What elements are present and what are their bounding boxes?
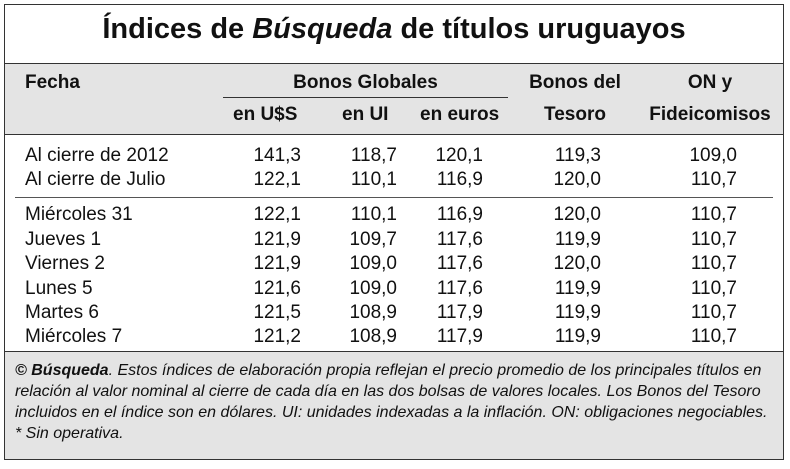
cell-value: 110,7 (690, 204, 737, 225)
row-label: Miércoles 7 (25, 326, 123, 347)
header: Fecha Bonos Globales en U$S en UI en eur… (5, 63, 783, 135)
title-brand: Búsqueda (252, 13, 393, 45)
cell-value: 116,9 (436, 169, 483, 190)
cell-value: 117,9 (436, 302, 483, 323)
row-label: Al cierre de 2012 (25, 145, 169, 166)
cell-value: 110,7 (690, 253, 737, 274)
cell-value: 108,9 (349, 326, 397, 347)
col-header: en euros (420, 104, 500, 125)
cell-value: 122,1 (253, 169, 301, 190)
col-header: Tesoro (544, 104, 606, 125)
cell-value: 110,7 (690, 229, 737, 250)
note-text: . Estos índices de elaboración propia re… (15, 362, 768, 442)
cell-value: 120,1 (435, 145, 483, 166)
col-header: en UI (342, 104, 389, 125)
table-card: Índices de Búsqueda de títulos uruguayos… (4, 4, 784, 460)
cell-value: 119,9 (554, 302, 601, 323)
col-header: en U$S (233, 104, 298, 125)
cell-value: 121,5 (253, 302, 301, 323)
cell-value: 121,6 (253, 278, 301, 299)
cell-value: 141,3 (253, 145, 301, 166)
row-label: Miércoles 31 (25, 204, 133, 225)
cell-value: 117,6 (436, 229, 483, 250)
cell-value: 110,1 (350, 169, 397, 190)
title-text: Índices de (102, 13, 253, 45)
cell-value: 109,0 (689, 145, 737, 166)
cell-value: 109,0 (349, 253, 397, 274)
cell-value: 110,1 (350, 204, 397, 225)
cell-value: 109,7 (349, 229, 397, 250)
group-separator (15, 197, 773, 198)
col-header: Fideicomisos (649, 104, 771, 125)
cell-value: 116,9 (436, 204, 483, 225)
cell-value: 121,9 (253, 253, 301, 274)
row-label: Jueves 1 (25, 229, 102, 250)
row-label: Al cierre de Julio (25, 169, 166, 190)
cell-value: 117,6 (436, 278, 483, 299)
cell-value: 119,9 (554, 278, 601, 299)
cell-value: 120,0 (553, 253, 601, 274)
col-header: Bonos del (529, 72, 621, 93)
source: Búsqueda (31, 362, 109, 379)
footnote: © Búsqueda. Estos índices de elaboración… (5, 351, 783, 459)
cell-value: 110,7 (690, 169, 737, 190)
copyright: © (15, 362, 32, 379)
title-text: de títulos uruguayos (392, 13, 686, 45)
col-header: ON y (687, 72, 733, 93)
row-label: Viernes 2 (25, 253, 105, 274)
cell-value: 118,7 (350, 145, 397, 166)
col-header: Fecha (25, 72, 80, 93)
cell-value: 110,7 (690, 326, 737, 347)
cell-value: 108,9 (349, 302, 397, 323)
cell-value: 110,7 (690, 302, 737, 323)
title: Índices de Búsqueda de títulos uruguayos (5, 13, 783, 46)
cell-value: 122,1 (253, 204, 301, 225)
cell-value: 117,9 (436, 326, 483, 347)
group-header: Bonos Globales (293, 72, 438, 93)
row-label: Lunes 5 (25, 278, 93, 299)
group-rule (223, 97, 508, 98)
row-label: Martes 6 (25, 302, 99, 323)
cell-value: 120,0 (553, 204, 601, 225)
cell-value: 119,3 (554, 145, 601, 166)
cell-value: 120,0 (553, 169, 601, 190)
cell-value: 121,2 (253, 326, 301, 347)
cell-value: 109,0 (349, 278, 397, 299)
cell-value: 121,9 (253, 229, 301, 250)
cell-value: 119,9 (554, 326, 601, 347)
cell-value: 119,9 (554, 229, 601, 250)
cell-value: 117,6 (436, 253, 483, 274)
cell-value: 110,7 (690, 278, 737, 299)
